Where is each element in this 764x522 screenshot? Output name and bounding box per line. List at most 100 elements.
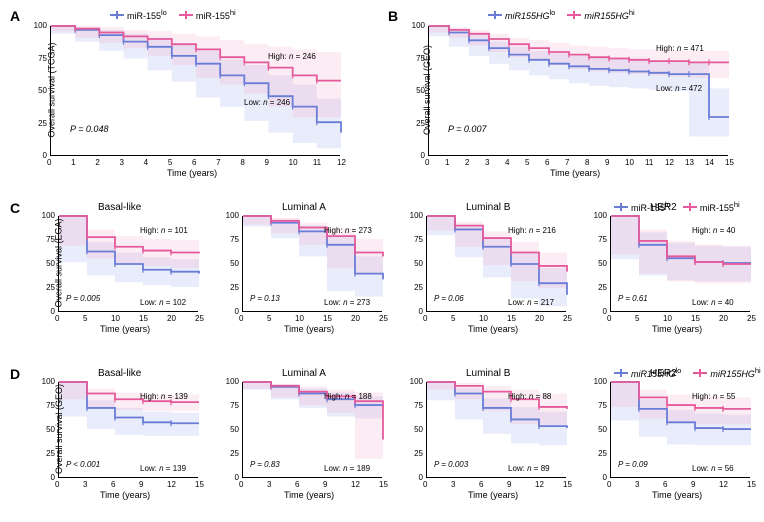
x-tick: 14 bbox=[705, 158, 714, 167]
p-value: P = 0.005 bbox=[66, 294, 100, 303]
x-tick: 9 bbox=[139, 480, 143, 489]
x-tick: 15 bbox=[747, 480, 756, 489]
x-tick: 5 bbox=[635, 314, 639, 323]
n-low: Low: n = 56 bbox=[692, 464, 734, 473]
legend-item: miR155HGhi bbox=[567, 8, 634, 21]
y-tick: 75 bbox=[414, 401, 423, 410]
y-tick: 25 bbox=[414, 283, 423, 292]
y-tick: 100 bbox=[410, 211, 423, 220]
y-tick: 75 bbox=[230, 235, 239, 244]
n-low: Low: n = 273 bbox=[324, 298, 370, 307]
y-tick: 25 bbox=[230, 283, 239, 292]
y-tick: 25 bbox=[414, 449, 423, 458]
y-tick: 75 bbox=[230, 401, 239, 410]
legend-label: miR155HGlo bbox=[505, 8, 555, 21]
x-tick: 6 bbox=[545, 158, 549, 167]
n-low: Low: n = 102 bbox=[140, 298, 186, 307]
x-tick: 3 bbox=[83, 480, 87, 489]
y-tick: 50 bbox=[598, 425, 607, 434]
panel-label-a: A bbox=[10, 8, 20, 24]
n-low: Low: n = 89 bbox=[508, 464, 550, 473]
x-tick: 15 bbox=[379, 480, 388, 489]
x-axis-label: Time (years) bbox=[100, 324, 150, 334]
legend: miR-155lomiR-155hi bbox=[614, 200, 740, 213]
legend-swatch bbox=[614, 372, 628, 374]
x-axis-label: Time (years) bbox=[652, 324, 702, 334]
p-value: P = 0.007 bbox=[448, 124, 486, 134]
x-tick: 9 bbox=[323, 480, 327, 489]
legend-label: miR155HGlo bbox=[631, 366, 681, 379]
x-tick: 25 bbox=[379, 314, 388, 323]
y-tick: 100 bbox=[594, 377, 607, 386]
x-tick: 0 bbox=[55, 480, 59, 489]
y-tick: 100 bbox=[226, 211, 239, 220]
n-high: High: n = 246 bbox=[268, 52, 316, 61]
x-tick: 20 bbox=[535, 314, 544, 323]
subtitle: Luminal B bbox=[466, 202, 510, 213]
y-axis-label: Overall survival (TCGA) bbox=[47, 42, 57, 137]
x-tick: 3 bbox=[120, 158, 124, 167]
n-high: High: n = 273 bbox=[324, 226, 372, 235]
x-tick: 9 bbox=[691, 480, 695, 489]
y-tick: 75 bbox=[598, 235, 607, 244]
x-tick: 25 bbox=[195, 314, 204, 323]
legend-swatch bbox=[110, 14, 124, 16]
legend-item: miR155HGhi bbox=[693, 366, 760, 379]
n-high: High: n = 88 bbox=[508, 392, 551, 401]
legend-label: miR155HGhi bbox=[710, 366, 760, 379]
x-tick: 12 bbox=[337, 158, 346, 167]
x-tick: 6 bbox=[111, 480, 115, 489]
x-tick: 9 bbox=[265, 158, 269, 167]
x-tick: 15 bbox=[195, 480, 204, 489]
y-tick: 0 bbox=[603, 307, 607, 316]
y-tick: 0 bbox=[603, 473, 607, 482]
y-tick: 75 bbox=[414, 235, 423, 244]
y-tick: 0 bbox=[51, 473, 55, 482]
y-tick: 50 bbox=[230, 425, 239, 434]
x-tick: 0 bbox=[423, 314, 427, 323]
x-tick: 15 bbox=[563, 480, 572, 489]
x-tick: 12 bbox=[719, 480, 728, 489]
x-tick: 15 bbox=[507, 314, 516, 323]
panel-label-c: C bbox=[10, 200, 20, 216]
x-tick: 11 bbox=[313, 158, 321, 167]
x-tick: 10 bbox=[625, 158, 634, 167]
x-tick: 12 bbox=[535, 480, 544, 489]
x-axis-label: Time (years) bbox=[100, 490, 150, 500]
plot-area: 01234567891011120255075100 bbox=[50, 26, 340, 156]
subtitle: Basal-like bbox=[98, 202, 141, 213]
y-tick: 100 bbox=[410, 377, 423, 386]
x-tick: 5 bbox=[451, 314, 455, 323]
x-tick: 12 bbox=[665, 158, 674, 167]
legend-item: miR-155hi bbox=[683, 200, 740, 213]
y-tick: 0 bbox=[43, 151, 47, 160]
x-tick: 0 bbox=[47, 158, 51, 167]
x-axis-label: Time (years) bbox=[167, 168, 217, 178]
y-tick: 50 bbox=[414, 425, 423, 434]
n-high: High: n = 216 bbox=[508, 226, 556, 235]
x-tick: 6 bbox=[479, 480, 483, 489]
y-tick: 0 bbox=[235, 473, 239, 482]
n-high: High: n = 55 bbox=[692, 392, 735, 401]
x-tick: 20 bbox=[351, 314, 360, 323]
x-tick: 12 bbox=[351, 480, 360, 489]
x-tick: 7 bbox=[216, 158, 220, 167]
x-tick: 15 bbox=[139, 314, 148, 323]
y-tick: 100 bbox=[34, 21, 47, 30]
y-axis-label: Overall survival (EGA) bbox=[54, 218, 64, 307]
x-tick: 15 bbox=[691, 314, 700, 323]
x-tick: 15 bbox=[323, 314, 332, 323]
n-low: Low: n = 189 bbox=[324, 464, 370, 473]
x-tick: 25 bbox=[563, 314, 572, 323]
x-tick: 6 bbox=[192, 158, 196, 167]
x-tick: 3 bbox=[451, 480, 455, 489]
legend: miR-155lomiR-155hi bbox=[110, 8, 236, 21]
legend-label: miR-155hi bbox=[700, 200, 740, 213]
subtitle: Basal-like bbox=[98, 368, 141, 379]
n-high: High: n = 471 bbox=[656, 44, 704, 53]
legend-swatch bbox=[567, 14, 581, 16]
panel-label-d: D bbox=[10, 366, 20, 382]
km-svg bbox=[51, 26, 341, 156]
x-tick: 15 bbox=[725, 158, 734, 167]
n-high: High: n = 188 bbox=[324, 392, 372, 401]
